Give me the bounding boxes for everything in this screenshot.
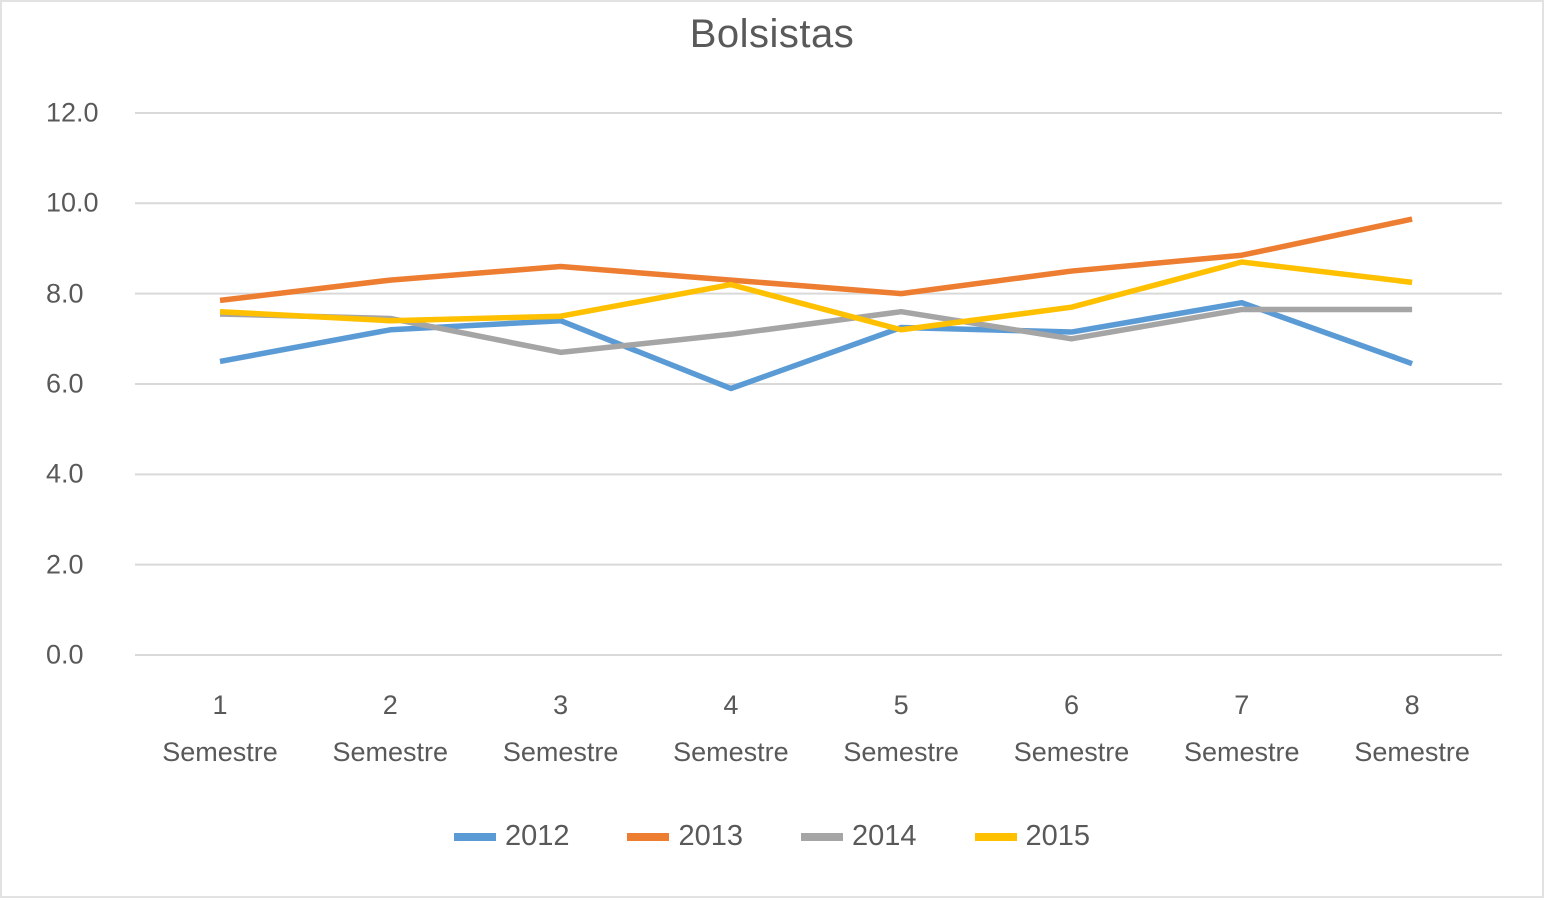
- chart-title: Bolsistas: [689, 12, 855, 56]
- legend-label: 2014: [852, 820, 917, 852]
- y-tick-label: 12.0: [46, 97, 99, 128]
- x-tick-number: 1: [212, 690, 228, 720]
- legend-item-2012: 2012: [453, 820, 570, 853]
- y-tick-label: 8.0: [46, 278, 84, 309]
- x-tick-label: 5 Semestre: [816, 682, 986, 777]
- x-tick-number: 6: [1063, 690, 1080, 720]
- y-tick-label: 2.0: [46, 549, 84, 580]
- series-line-2012: [219, 299, 1414, 392]
- x-tick-label: 6 Semestre: [987, 682, 1157, 777]
- y-tick-label: 4.0: [46, 458, 84, 489]
- x-tick-word: Semestre: [1184, 737, 1300, 768]
- legend-swatch-icon: [801, 832, 843, 841]
- legend-label: 2013: [678, 820, 743, 852]
- y-tick-label: 10.0: [46, 187, 99, 218]
- legend-item-2014: 2014: [801, 820, 917, 853]
- x-tick-label: 2 Semestre: [305, 682, 475, 777]
- x-tick-label: 4 Semestre: [646, 682, 816, 777]
- x-tick-number: 7: [1234, 690, 1250, 720]
- series-line-2013: [219, 216, 1413, 304]
- series-line-2015: [219, 259, 1413, 333]
- legend-item-2013: 2013: [627, 820, 743, 853]
- legend-swatch-icon: [453, 832, 496, 841]
- x-tick-word: Semestre: [1013, 737, 1130, 768]
- x-tick-word: Semestre: [332, 737, 449, 768]
- x-tick-label: 1 Semestre: [135, 682, 305, 777]
- legend-label: 2012: [504, 820, 570, 852]
- legend-label: 2015: [1025, 820, 1091, 852]
- x-tick-label: 7 Semestre: [1157, 682, 1327, 777]
- legend: 2012 2013 2014 2015: [2, 820, 1542, 853]
- y-tick-label: 6.0: [46, 368, 84, 399]
- x-tick-number: 2: [382, 690, 398, 720]
- x-tick-number: 8: [1404, 690, 1420, 720]
- x-tick-word: Semestre: [673, 737, 789, 768]
- x-tick-number: 4: [723, 690, 739, 720]
- x-tick-label: 8 Semestre: [1327, 682, 1497, 777]
- y-tick-label: 0.0: [46, 639, 84, 670]
- x-tick-label: 3 Semestre: [476, 682, 646, 777]
- x-tick-word: Semestre: [162, 737, 278, 768]
- series-line-2014: [219, 306, 1413, 356]
- legend-swatch-icon: [627, 832, 670, 841]
- x-tick-word: Semestre: [502, 737, 619, 768]
- x-tick-number: 5: [893, 690, 909, 720]
- x-tick-word: Semestre: [843, 737, 959, 768]
- x-tick-word: Semestre: [1354, 737, 1470, 768]
- legend-swatch-icon: [974, 832, 1017, 841]
- legend-item-2015: 2015: [974, 820, 1091, 853]
- x-tick-number: 3: [553, 690, 569, 720]
